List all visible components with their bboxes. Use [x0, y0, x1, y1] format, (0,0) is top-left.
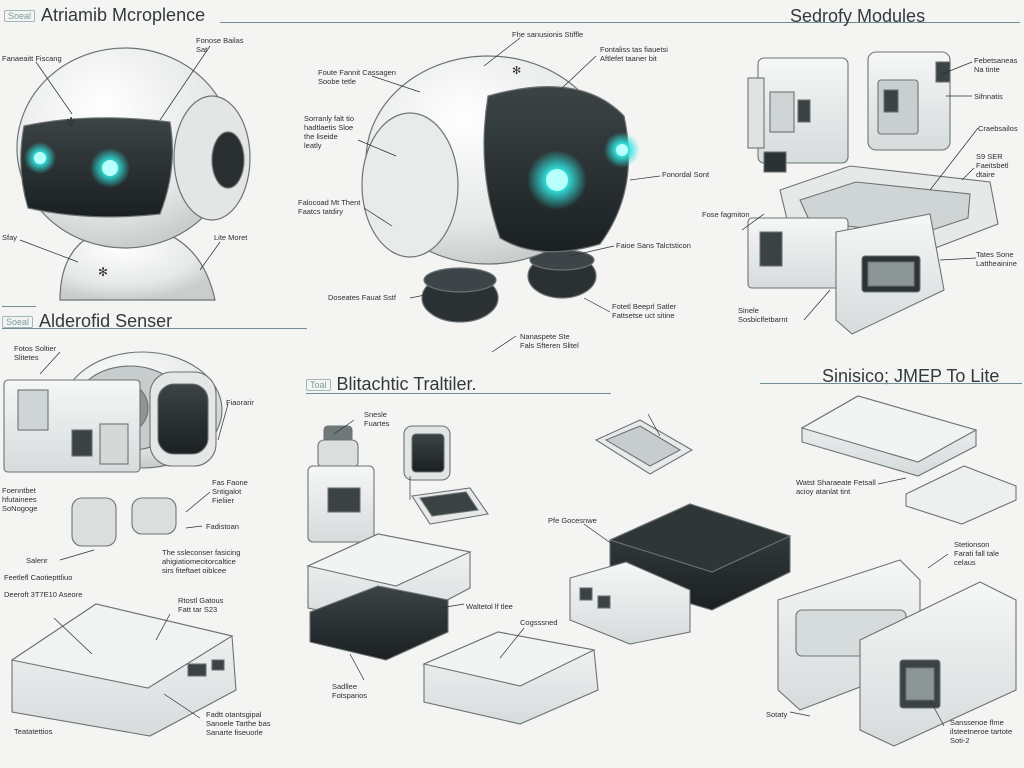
title-atriamib: Soeal Atriamib Mcroplence — [4, 5, 205, 26]
alderofid-base — [10, 603, 237, 737]
callout-label: Foenntbet hfutainees SoNogoge — [2, 486, 38, 513]
callout-label: Pfe Gocesnwe — [548, 516, 597, 525]
section-tag: Soeal — [4, 10, 36, 23]
callout-label: Teatatettios — [14, 727, 53, 736]
section-tag: Toal — [306, 379, 331, 392]
robot-head-large: ✻ — [361, 55, 640, 323]
sinisico-modules — [777, 395, 1017, 747]
callout-label: Nanaspete Ste Fals Sfteren Slitel — [520, 332, 579, 350]
blitachtic-parts — [306, 419, 694, 725]
leader-lines — [19, 37, 979, 727]
callout-label: Fadtt otantsgipal Sanoele Tarthe bas San… — [206, 710, 271, 737]
callout-label: Craebsailos — [978, 124, 1018, 133]
callout-label: Fiaorarir — [226, 398, 254, 407]
callout-label: Fonordal Sont — [662, 170, 710, 179]
callout-label: Sadllee Fotsparios — [332, 682, 368, 700]
dark-pad-and-connector — [569, 503, 792, 645]
svg-text:✻: ✻ — [66, 115, 76, 129]
callout-label: Stetionson Farati fall tale celaus — [954, 540, 1000, 567]
callout-label: Deeroft 3T7E10 Aseore — [4, 590, 83, 599]
robot-head-small: ✻ ✻ — [16, 47, 251, 301]
sedrofy-module-group — [747, 51, 999, 335]
callout-label: Feetlefl Caotiepttliuo — [4, 573, 73, 582]
callout-label: Sifnnatis — [974, 92, 1003, 101]
svg-text:✻: ✻ — [512, 65, 521, 77]
callout-label: Sanssenoe flme ilsteetneroe tartote Soti… — [950, 718, 1013, 745]
section-tag: Soeal — [2, 316, 34, 329]
section-title-text: Atriamib Mcroplence — [41, 5, 206, 25]
section-title-text: Blitachtic Traltiler. — [336, 374, 477, 394]
callout-label: Sorranly falt tio hadtlaetis Sloe the li… — [304, 114, 355, 150]
callout-label: Fanaeaitt Fiscang — [2, 54, 62, 63]
callout-label: Febetsaneas Na tinte — [974, 56, 1018, 74]
callout-label: Fose fagmiton — [702, 210, 750, 219]
callout-label: Cogsssned — [520, 618, 558, 627]
title-blitachtic: Toal Blitachtic Traltiler. — [306, 374, 477, 395]
callout-label: Sinele Sosbiclfetbarnt — [738, 306, 788, 324]
callout-label: Fotos Soltier Slitetes — [14, 344, 57, 362]
callout-label: Faioe Sans Talctsticon — [616, 241, 691, 250]
title-sinisico: Sinisico; JMEP To Lite — [822, 366, 1000, 386]
callout-label: Rtostl Gatous Fatt tar S23 — [178, 596, 224, 614]
svg-text:✻: ✻ — [98, 265, 108, 279]
callout-label: Lite Moret — [214, 233, 248, 242]
callout-label: Fontaliss tas fiauetsi Aftlefet taaner b… — [600, 45, 668, 63]
callout-label: Fhe sanusionis Stiffle — [512, 30, 584, 39]
section-title-text: Alderofid Senser — [39, 311, 173, 331]
section-rule — [2, 306, 36, 307]
callout-label: Sfay — [2, 233, 18, 242]
alderofid-sensor — [3, 351, 223, 547]
callout-label: The ssleconser fasicing ahigiatiomecitor… — [162, 548, 241, 575]
callout-label: Falocoad Mt Thent Faatcs tatdiry — [298, 198, 361, 216]
section-rule — [760, 383, 1022, 384]
callout-label: Doseates Fauat Sstf — [328, 293, 396, 302]
title-alderofid: Soeal Alderofid Senser — [2, 311, 172, 332]
section-rule — [220, 22, 1020, 23]
section-rule — [306, 393, 611, 394]
callout-label: Tates Sone Lattheainine — [976, 250, 1017, 268]
title-sedrofy: Sedrofy Modules — [790, 6, 926, 26]
callout-label: Watst Sharaeate Fetsall acioy atanlat ti… — [796, 478, 876, 496]
callout-label: Fas Faone Sntigalot Fieliier — [212, 478, 248, 505]
callout-label: Fotetl Beeprl Satler Fattsetse uct sitin… — [612, 302, 677, 320]
callout-label: Waltetol lf tlee — [466, 602, 513, 611]
section-rule — [2, 328, 307, 329]
callout-label: Snesle Fuartes — [364, 410, 390, 428]
callout-label: Foute Fannit Cassagen Soobe tetle — [318, 68, 396, 86]
callout-label: S9 SER Faeitsbetl dtaire — [976, 152, 1009, 179]
callout-label: Sotaty — [766, 710, 788, 719]
callout-label: Salenr — [26, 556, 48, 565]
callout-label: Fadistoan — [206, 522, 239, 531]
callout-label: Fonose Bailas Sat — [196, 36, 244, 54]
